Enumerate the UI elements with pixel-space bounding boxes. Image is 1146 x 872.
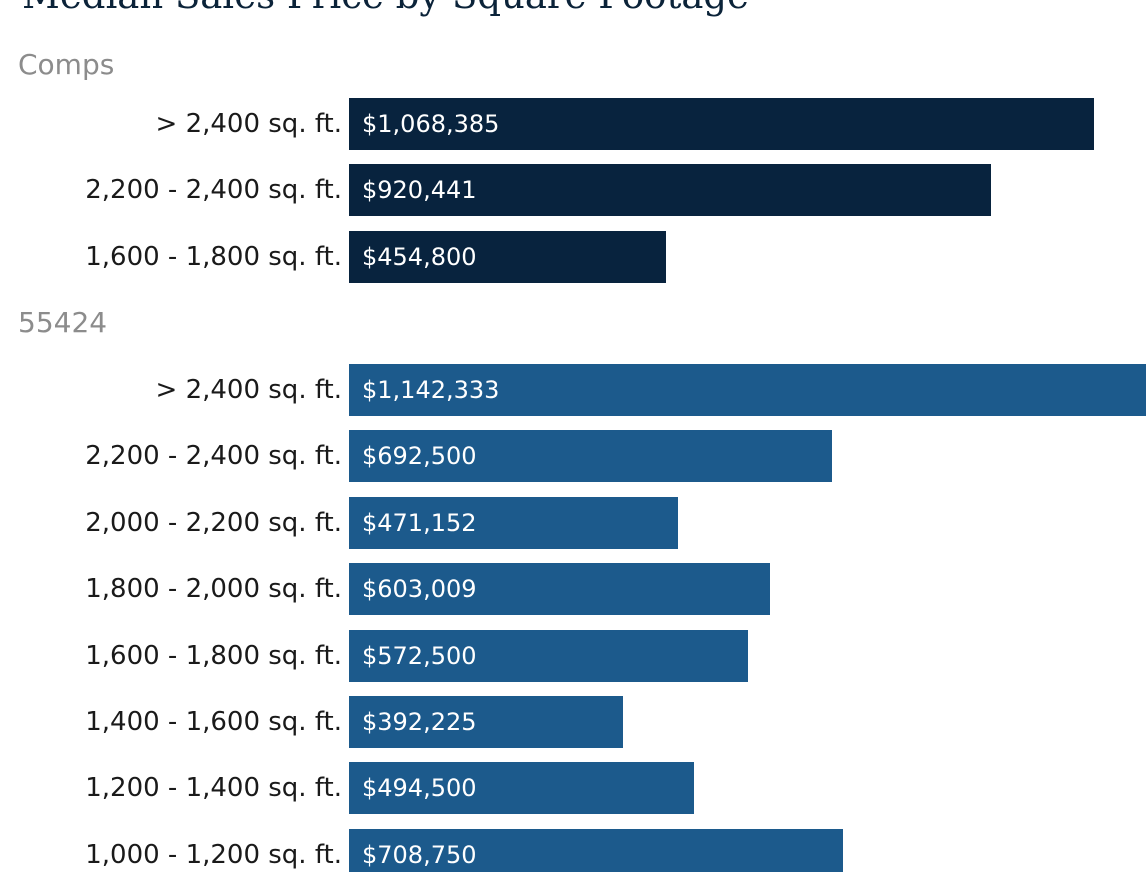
- bar: [349, 364, 1146, 416]
- category-label: 1,600 - 1,800 sq. ft.: [85, 640, 342, 671]
- group-label: Comps: [18, 48, 115, 81]
- bar: [349, 762, 694, 815]
- bar: [349, 828, 843, 872]
- bar: [349, 98, 1094, 150]
- bar-value-label: $494,500: [362, 774, 477, 803]
- group-label: 55424: [18, 306, 108, 339]
- bar: [349, 629, 748, 682]
- bar: [349, 230, 666, 283]
- bar: [349, 430, 832, 483]
- category-label: 2,200 - 2,400 sq. ft.: [85, 441, 342, 472]
- bar-value-label: $1,068,385: [362, 110, 500, 138]
- category-label: 2,000 - 2,200 sq. ft.: [85, 507, 342, 538]
- bar: [349, 496, 678, 549]
- bar-value-label: $603,009: [362, 575, 477, 604]
- category-label: > 2,400 sq. ft.: [155, 375, 342, 405]
- category-label: 1,600 - 1,800 sq. ft.: [85, 241, 342, 272]
- bar: [349, 563, 770, 616]
- category-label: 1,200 - 1,400 sq. ft.: [85, 773, 342, 804]
- bar-value-label: $572,500: [362, 641, 477, 670]
- category-label: 1,400 - 1,600 sq. ft.: [85, 707, 342, 737]
- bar-value-label: $392,225: [362, 708, 477, 736]
- bar-value-label: $920,441: [362, 176, 477, 205]
- bar-value-label: $454,800: [362, 242, 477, 271]
- bar-value-label: $708,750: [362, 840, 477, 869]
- bar: [349, 696, 623, 748]
- category-label: 1,000 - 1,200 sq. ft.: [85, 839, 342, 870]
- category-label: > 2,400 sq. ft.: [155, 109, 342, 139]
- bar-value-label: $471,152: [362, 508, 477, 537]
- category-label: 2,200 - 2,400 sq. ft.: [85, 175, 342, 206]
- category-label: 1,800 - 2,000 sq. ft.: [85, 574, 342, 605]
- bar-value-label: $1,142,333: [362, 376, 500, 404]
- chart-title: Median Sales Price by Square Footage: [22, 0, 749, 17]
- bar-value-label: $692,500: [362, 442, 477, 471]
- bar: [349, 164, 991, 217]
